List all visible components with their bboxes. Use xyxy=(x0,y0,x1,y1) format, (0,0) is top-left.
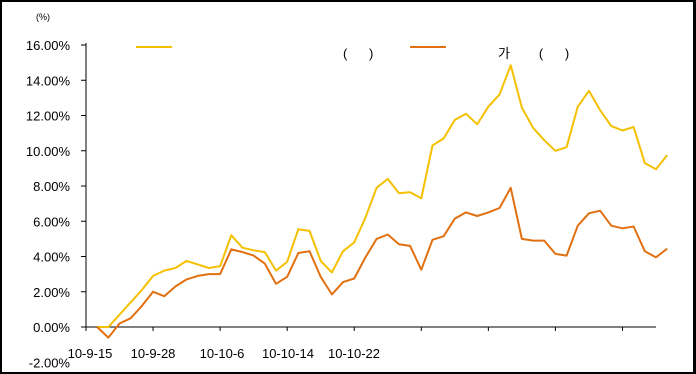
y-unit-label: (%) xyxy=(36,12,50,22)
y-tick-label: 10.00% xyxy=(26,144,71,159)
series-lines xyxy=(96,64,668,339)
y-tick-label: 0.00% xyxy=(33,320,70,335)
x-tick-label: 10-9-28 xyxy=(131,346,176,361)
series-line-1 xyxy=(97,64,668,328)
x-tick-label: 10-10-22 xyxy=(328,346,380,361)
x-tick-label: 10-9-15 xyxy=(68,346,113,361)
series-line-2 xyxy=(96,186,668,339)
x-tick-label: 10-10-14 xyxy=(262,346,314,361)
y-tick-label: 6.00% xyxy=(33,214,70,229)
legend: ( ) 가 ( ) xyxy=(136,46,569,61)
y-tick-label: 16.00% xyxy=(26,38,71,53)
y-tick-label: 2.00% xyxy=(33,285,70,300)
y-tick-label: 14.00% xyxy=(26,73,71,88)
y-tick-label: 4.00% xyxy=(33,250,70,265)
y-axis: 16.00% 14.00% 12.00% 10.00% 8.00% 6.00% 4.00% 2… xyxy=(26,38,87,370)
y-tick-label: -2.00% xyxy=(29,355,71,370)
legend-label-series-2: 가 ( ) xyxy=(498,46,569,61)
legend-label-series-1: ( ) xyxy=(343,46,373,61)
y-tick-label: 8.00% xyxy=(33,179,70,194)
x-axis: 10-9-15 10-9-28 10-10-6 10-10-14 10-10-22 xyxy=(68,326,656,361)
x-tick-label: 10-10-6 xyxy=(200,346,245,361)
y-tick-label: 12.00% xyxy=(26,109,71,124)
